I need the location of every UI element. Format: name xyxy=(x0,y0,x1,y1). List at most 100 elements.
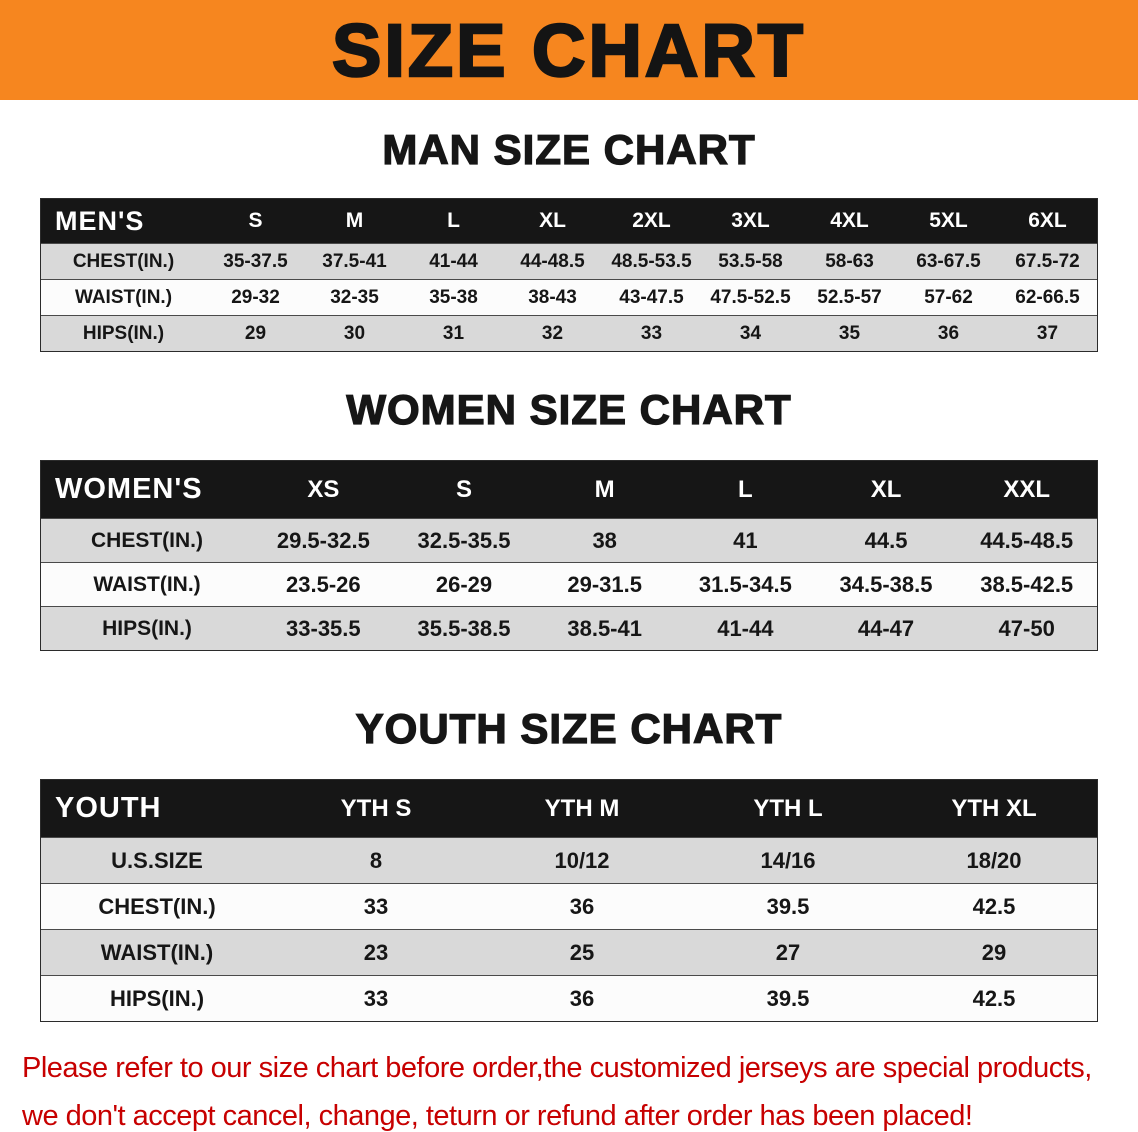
size-value-cell: 52.5-57 xyxy=(817,286,882,308)
size-value-cell: 30 xyxy=(343,322,366,344)
size-value-cell: 63-67.5 xyxy=(916,250,981,272)
size-column-header: XL xyxy=(870,475,902,503)
size-value-cell: 48.5-53.5 xyxy=(611,250,692,272)
size-value-cell: 42.5 xyxy=(972,985,1016,1011)
size-value-cell: 18/20 xyxy=(966,847,1022,873)
size-value-cell: 42.5 xyxy=(972,893,1016,919)
size-value-cell: 29.5-32.5 xyxy=(276,527,370,553)
order-notice-line-1: Please refer to our size chart before or… xyxy=(22,1052,1092,1084)
table-row: CHEST(IN.) 33 36 39.5 42.5 xyxy=(41,883,1097,929)
size-value-cell: 44-47 xyxy=(857,615,915,641)
size-column-header: XL xyxy=(539,209,566,232)
size-value-cell: 35-37.5 xyxy=(223,250,288,272)
size-value-cell: 39.5 xyxy=(766,985,810,1011)
size-value-cell: 37 xyxy=(1036,322,1059,344)
women-table-header-row: WOMEN'S XS S M L XL XXL xyxy=(41,461,1097,518)
men-size-table: MEN'S S M L XL 2XL 3XL 4XL 5XL 6XL CHEST… xyxy=(40,198,1098,352)
row-label: WAIST(IN.) xyxy=(100,939,214,965)
row-label: U.S.SIZE xyxy=(111,847,203,873)
size-value-cell: 31.5-34.5 xyxy=(698,571,792,597)
men-table-header-row: MEN'S S M L XL 2XL 3XL 4XL 5XL 6XL xyxy=(41,199,1097,243)
size-value-cell: 44.5 xyxy=(864,527,908,553)
men-section-heading: MAN SIZE CHART xyxy=(382,125,756,173)
table-row: HIPS(IN.) 29 30 31 32 33 34 35 36 37 xyxy=(41,315,1097,351)
size-value-cell: 41 xyxy=(733,527,758,553)
size-value-cell: 53.5-58 xyxy=(718,250,783,272)
row-label: WAIST(IN.) xyxy=(74,286,173,308)
size-value-cell: 47.5-52.5 xyxy=(710,286,791,308)
size-column-header: YTH S xyxy=(340,794,412,822)
youth-section-heading: YOUTH SIZE CHART xyxy=(355,704,783,752)
size-column-header: L xyxy=(738,475,753,503)
size-value-cell: 33-35.5 xyxy=(286,615,361,641)
size-value-cell: 35.5-38.5 xyxy=(417,615,511,641)
size-column-header: M xyxy=(594,475,615,503)
youth-size-table: YOUTH YTH S YTH M YTH L YTH XL U.S.SIZE … xyxy=(40,779,1098,1022)
size-column-header: 5XL xyxy=(929,209,968,232)
size-value-cell: 36 xyxy=(937,322,960,344)
row-label: CHEST(IN.) xyxy=(72,250,175,272)
size-value-cell: 23 xyxy=(363,939,389,965)
size-value-cell: 33 xyxy=(363,985,389,1011)
size-value-cell: 32-35 xyxy=(330,286,379,308)
size-value-cell: 39.5 xyxy=(766,893,810,919)
size-value-cell: 29 xyxy=(981,939,1007,965)
size-value-cell: 37.5-41 xyxy=(322,250,387,272)
table-row: WAIST(IN.) 23.5-26 26-29 29-31.5 31.5-34… xyxy=(41,562,1097,606)
size-value-cell: 38.5-41 xyxy=(567,615,642,641)
size-value-cell: 29-31.5 xyxy=(567,571,642,597)
size-value-cell: 58-63 xyxy=(825,250,874,272)
row-label: CHEST(IN.) xyxy=(91,528,203,552)
order-notice: Please refer to our size chart before or… xyxy=(22,1044,1116,1132)
size-value-cell: 38 xyxy=(592,527,617,553)
size-value-cell: 32 xyxy=(541,322,564,344)
women-size-table: WOMEN'S XS S M L XL XXL CHEST(IN.) 29.5-… xyxy=(40,460,1098,651)
size-column-header: YTH XL xyxy=(951,794,1037,822)
men-table-title: MEN'S xyxy=(55,205,145,236)
size-column-header: 4XL xyxy=(830,209,869,232)
size-column-header: XS xyxy=(307,475,340,503)
size-value-cell: 36 xyxy=(569,893,595,919)
size-value-cell: 44-48.5 xyxy=(520,250,585,272)
size-value-cell: 36 xyxy=(569,985,595,1011)
size-column-header: S xyxy=(248,209,263,232)
size-value-cell: 35 xyxy=(838,322,861,344)
size-value-cell: 33 xyxy=(363,893,389,919)
size-value-cell: 41-44 xyxy=(429,250,478,272)
size-value-cell: 29-32 xyxy=(231,286,280,308)
order-notice-line-2: we don't accept cancel, change, teturn o… xyxy=(22,1100,973,1132)
row-label: HIPS(IN.) xyxy=(102,616,192,640)
size-value-cell: 34.5-38.5 xyxy=(839,571,933,597)
size-value-cell: 57-62 xyxy=(924,286,973,308)
size-column-header: YTH L xyxy=(753,794,823,822)
size-value-cell: 44.5-48.5 xyxy=(980,527,1074,553)
row-label: HIPS(IN.) xyxy=(82,322,165,344)
size-column-header: 3XL xyxy=(731,209,770,232)
size-value-cell: 31 xyxy=(442,322,465,344)
size-column-header: YTH M xyxy=(544,794,620,822)
page-title: SIZE CHART xyxy=(331,7,806,93)
size-column-header: M xyxy=(345,209,364,232)
size-value-cell: 27 xyxy=(775,939,801,965)
size-value-cell: 33 xyxy=(640,322,663,344)
row-label: WAIST(IN.) xyxy=(93,572,201,596)
size-value-cell: 47-50 xyxy=(998,615,1055,641)
size-value-cell: 23.5-26 xyxy=(286,571,361,597)
size-value-cell: 43-47.5 xyxy=(619,286,684,308)
size-column-header: XXL xyxy=(1003,475,1051,503)
size-column-header: 2XL xyxy=(632,209,671,232)
banner: SIZE CHART xyxy=(0,0,1138,100)
size-value-cell: 38.5-42.5 xyxy=(980,571,1074,597)
table-row: U.S.SIZE 8 10/12 14/16 18/20 xyxy=(41,837,1097,883)
table-row: WAIST(IN.) 29-32 32-35 35-38 38-43 43-47… xyxy=(41,279,1097,315)
size-value-cell: 35-38 xyxy=(429,286,478,308)
row-label: CHEST(IN.) xyxy=(98,893,216,919)
table-row: CHEST(IN.) 29.5-32.5 32.5-35.5 38 41 44.… xyxy=(41,518,1097,562)
table-row: CHEST(IN.) 35-37.5 37.5-41 41-44 44-48.5… xyxy=(41,243,1097,279)
size-column-header: L xyxy=(447,209,460,232)
size-value-cell: 62-66.5 xyxy=(1015,286,1080,308)
table-row: WAIST(IN.) 23 25 27 29 xyxy=(41,929,1097,975)
size-value-cell: 67.5-72 xyxy=(1015,250,1080,272)
youth-table-title: YOUTH xyxy=(55,792,162,824)
